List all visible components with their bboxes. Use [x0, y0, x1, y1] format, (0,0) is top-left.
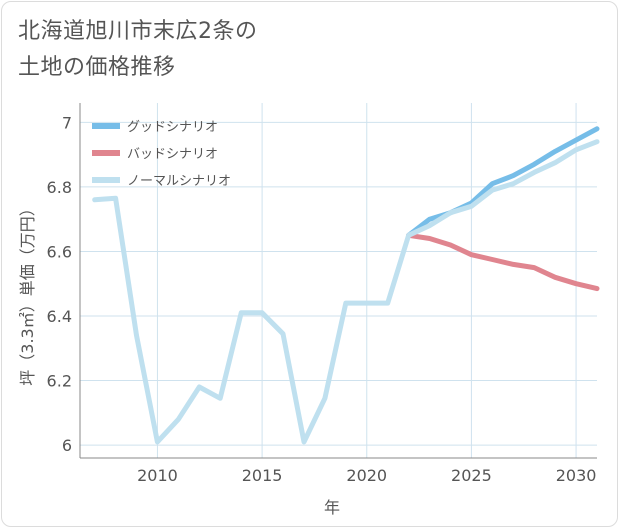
x-tick-label: 2015	[242, 466, 283, 485]
x-tick-label: 2010	[137, 466, 178, 485]
y-tick-label: 6.6	[47, 242, 72, 261]
tick-labels: 2010 2015 2020 2025 2030 6 6.2 6.4 6.6 6.8 7	[47, 113, 597, 485]
x-axis-label: 年	[324, 498, 340, 517]
x-tick-label: 2030	[556, 466, 597, 485]
series-line-2	[406, 232, 600, 292]
x-tick-label: 2025	[451, 466, 492, 485]
legend-label-1: グッドシナリオ	[127, 120, 218, 135]
grid	[79, 103, 597, 459]
legend-label-2: バッドシナリオ	[127, 147, 218, 162]
y-axis-label: 坪（3.3㎡）単価（万円）	[18, 200, 37, 385]
page-title: 北海道旭川市末広2条の 土地の価格推移	[18, 19, 258, 80]
y-tick-label: 6.2	[47, 372, 72, 391]
x-tick-label: 2020	[346, 466, 387, 485]
series-line-3	[92, 139, 600, 445]
series-line-1	[406, 126, 600, 238]
y-tick-label: 6.8	[47, 178, 72, 197]
y-tick-label: 6	[62, 436, 72, 455]
legend-label-3: ノーマルシナリオ	[127, 174, 231, 189]
y-tick-label: 6.4	[47, 307, 72, 326]
y-tick-label: 7	[62, 113, 72, 132]
series-lines	[92, 126, 600, 445]
